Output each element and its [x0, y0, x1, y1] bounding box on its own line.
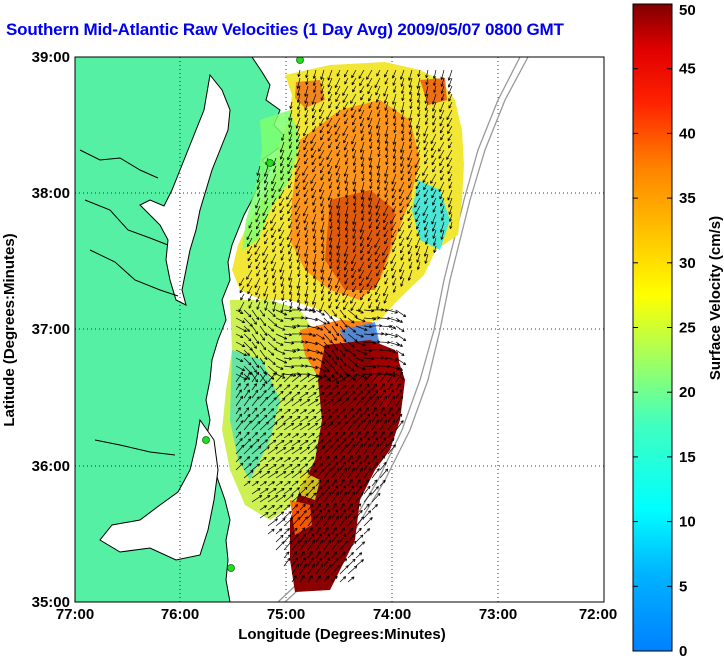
x-tick-label: 73:00	[479, 606, 517, 623]
x-tick-label: 72:00	[579, 606, 617, 623]
colorbar-tick-label: 30	[679, 255, 696, 272]
river-2	[84, 199, 169, 246]
x-tick-label: 76:00	[161, 606, 199, 623]
y-tick-label: 37:00	[32, 321, 70, 338]
colorbar-ticks	[633, 3, 672, 652]
colorbar-tick-label: 10	[679, 514, 696, 531]
plot-frame	[74, 56, 605, 603]
station-marker	[296, 57, 304, 64]
colorbar-tick-label: 20	[679, 384, 696, 401]
colorbar-tick-label: 40	[679, 125, 696, 142]
colorbar	[632, 3, 673, 652]
velocity-arrows	[235, 69, 453, 583]
colorbar-label: Surface Velocity (cm/s)	[707, 216, 724, 380]
station-marker	[227, 564, 235, 572]
sound-water	[99, 418, 219, 561]
y-tick-label: 39:00	[32, 49, 70, 66]
station-markers	[202, 57, 304, 572]
colorbar-tick-labels: 0 5 10 15 20 25 30 35 40 45 50	[679, 2, 696, 659]
y-axis-label: Latitude (Degrees:Minutes)	[1, 233, 18, 426]
colorbar-tick-label: 45	[679, 61, 696, 78]
colorbar-tick-label: 35	[679, 190, 696, 207]
y-tick-label: 36:00	[32, 458, 70, 475]
x-tick-labels: 77:00 76:00 75:00 74:00 73:00 72:00	[56, 606, 617, 623]
colorbar-tick-label: 15	[679, 449, 696, 466]
river-4	[94, 439, 176, 456]
colorbar-tick-label: 25	[679, 320, 696, 337]
station-marker	[266, 159, 274, 167]
map-title: Southern Mid-Atlantic Raw Velocities (1 …	[6, 20, 564, 39]
x-axis-label: Longitude (Degrees:Minutes)	[238, 626, 446, 643]
x-tick-label: 74:00	[373, 606, 411, 623]
x-tick-label: 75:00	[267, 606, 305, 623]
velocity-arrow-set	[235, 69, 453, 583]
y-tick-label: 35:00	[32, 594, 70, 611]
colorbar-tick-label: 0	[679, 643, 687, 659]
x-tick-label: 77:00	[56, 606, 94, 623]
station-marker	[202, 436, 210, 444]
colorbar-tick-label: 5	[679, 578, 687, 595]
river-3	[89, 249, 179, 297]
river-1	[79, 149, 159, 179]
y-tick-label: 38:00	[32, 185, 70, 202]
y-tick-labels: 35:00 36:00 37:00 38:00 39:00	[32, 49, 70, 611]
colorbar-tick-label: 50	[679, 2, 696, 19]
bay-water	[139, 73, 231, 306]
